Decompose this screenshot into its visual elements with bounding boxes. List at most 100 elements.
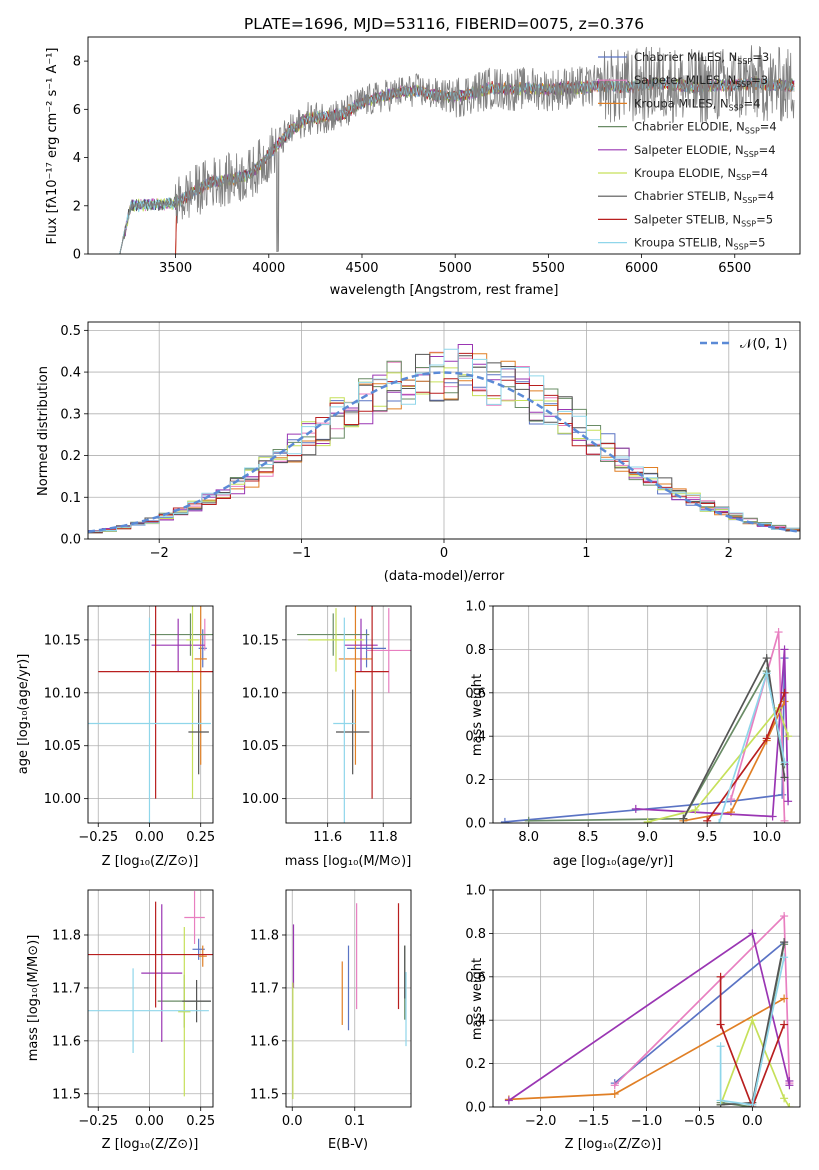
- mass-weight-series-line: [614, 941, 785, 1084]
- hist-steps: [88, 344, 800, 534]
- mass-weight-series-line: [719, 976, 785, 1107]
- x-tick-label: 3500: [159, 261, 192, 276]
- age-vs-mass-panel: 11.6 11.8 10.00 10.05 10.10 10.15 mass [log₁₀…: [242, 605, 412, 869]
- x-tick-label: 0.0: [282, 1114, 303, 1129]
- y-tick-label: 8: [73, 55, 81, 70]
- x-tick-label: 4500: [345, 261, 378, 276]
- legend-entry: Kroupa MILES, NSSP=4: [634, 96, 760, 112]
- gaussian-curve: [88, 371, 800, 533]
- axes-frame: [87, 889, 214, 1108]
- massweight-vs-age-panel: 8.0 8.5 9.0 9.5 10.0 0.0 0.2 0.4 0.6 0.8 1.0 age […: [465, 600, 801, 869]
- axes-frame: [285, 605, 412, 824]
- y-tick-label: 11.6: [52, 1034, 81, 1049]
- x-tick-label: 5500: [532, 261, 565, 276]
- observed-spectrum-line: [119, 45, 795, 254]
- histogram-step-line: [88, 353, 800, 534]
- massweight-vs-age-plot-area: 8.0 8.5 9.0 9.5 10.0 0.0 0.2 0.4 0.6 0.8 1.0: [465, 600, 801, 845]
- legend-entry: Salpeter STELIB, NSSP=5: [634, 212, 773, 228]
- axes-frame: [87, 321, 801, 540]
- axes-frame: [492, 889, 801, 1108]
- y-tick-label: 10.15: [44, 633, 81, 648]
- y-tick-label: 2: [73, 199, 81, 214]
- y-tick-label: 10.15: [242, 633, 279, 648]
- mass-weight-series-line: [504, 658, 786, 823]
- massweight-vs-z-panel: −2.0 −1.5 −1.0 −0.5 0.0 0.0 0.2 0.4 0.6 0.8 1.0 Z …: [465, 884, 801, 1152]
- mass-vs-z-xlabel: Z [log₁₀(Z/Z⊙)]: [102, 1137, 199, 1152]
- mass-vs-z-ylabel: mass [log₁₀(M/M⊙)]: [26, 935, 41, 1062]
- x-tick-label: 11.8: [369, 830, 398, 845]
- x-tick-label: 11.6: [313, 830, 342, 845]
- y-tick-label: 10.10: [242, 686, 279, 701]
- x-tick-label: 0: [440, 546, 448, 561]
- residual-ylabel: Normed distribution: [36, 366, 51, 496]
- errorbar-points: [88, 891, 213, 1097]
- y-tick-label: 0.8: [465, 927, 486, 942]
- spectrum-lines: [119, 45, 795, 254]
- massweight-vs-age-ylabel: mass weight: [470, 674, 485, 756]
- histogram-step-line: [88, 348, 800, 532]
- y-tick-label: 0.0: [465, 1101, 486, 1116]
- residual-legend: 𝒩(0, 1): [700, 337, 787, 352]
- x-tick-label: 10.0: [752, 830, 781, 845]
- spectrum-legend: Chabrier MILES, NSSP=3 Salpeter MILES, NS…: [598, 50, 777, 252]
- mass-weight-series-line: [719, 1017, 791, 1107]
- legend-entry: Kroupa ELODIE, NSSP=4: [634, 166, 768, 182]
- y-tick-label: 10.05: [242, 739, 279, 754]
- y-tick-label: 11.5: [250, 1087, 279, 1102]
- y-tick-label: 0.6: [465, 970, 486, 985]
- y-tick-label: 0.3: [60, 407, 81, 422]
- age-vs-z-xlabel: Z [log₁₀(Z/Z⊙)]: [102, 854, 199, 869]
- y-tick-label: 0.0: [60, 533, 81, 548]
- residual-panel: −2 −1 0 1 2 0.0 0.1 0.2 0.3 0.4 0.5 (data-model)/e…: [36, 321, 801, 584]
- y-tick-label: 10.05: [44, 739, 81, 754]
- y-tick-label: 10.00: [242, 792, 279, 807]
- spectrum-ylabel: Flux [fλ10⁻¹⁷ erg cm⁻² s⁻¹ A⁻¹]: [45, 48, 60, 245]
- x-tick-label: 9.0: [637, 830, 658, 845]
- y-tick-label: 0.4: [60, 366, 81, 381]
- y-tick-label: 6: [73, 103, 81, 118]
- x-tick-label: 8.0: [518, 830, 539, 845]
- age-vs-mass-xlabel: mass [log₁₀(M/M⊙)]: [285, 854, 412, 869]
- y-tick-label: 0.2: [465, 773, 486, 788]
- y-tick-label: 0.8: [465, 643, 486, 658]
- y-tick-label: 0: [73, 248, 81, 263]
- y-tick-label: 4: [73, 151, 81, 166]
- massweight-vs-z-plot-area: −2.0 −1.5 −1.0 −0.5 0.0 0.0 0.2 0.4 0.6 0.8 1.0: [465, 884, 801, 1129]
- mass-vs-ebv-panel: 0.0 0.1 11.5 11.6 11.7 11.8 E(B-V): [250, 889, 412, 1152]
- legend-entry: Salpeter MILES, NSSP=3: [634, 73, 768, 89]
- mass-vs-ebv-plot-area: 0.0 0.1 11.5 11.6 11.7 11.8: [250, 889, 412, 1129]
- errorbar-points: [292, 903, 407, 1100]
- axes-frame: [87, 36, 801, 255]
- mass-weight-series-line: [647, 706, 789, 823]
- x-tick-label: −0.25: [78, 830, 118, 845]
- spectrum-plot-area: 3500 4000 4500 5000 5500 6000 6500 0 2 4 6 8: [73, 36, 801, 276]
- x-tick-label: −0.25: [78, 1114, 118, 1129]
- age-vs-z-plot-area: −0.25 0.00 0.25 10.00 10.05 10.10 10.15: [44, 605, 215, 845]
- spectrum-panel: PLATE=1696, MJD=53116, FIBERID=0075, z=0…: [45, 15, 801, 298]
- y-tick-label: 11.7: [52, 981, 81, 996]
- x-tick-label: −2: [150, 546, 169, 561]
- gauss-legend-label: 𝒩(0, 1): [740, 337, 787, 352]
- massweight-vs-age-xlabel: age [log₁₀(age/yr)]: [553, 854, 674, 869]
- x-tick-label: 0.25: [186, 1114, 215, 1129]
- x-tick-label: −0.5: [684, 1114, 716, 1129]
- x-tick-label: 9.5: [697, 830, 718, 845]
- y-tick-label: 11.7: [250, 981, 279, 996]
- legend-entry: Kroupa STELIB, NSSP=5: [634, 236, 765, 252]
- residual-xlabel: (data-model)/error: [384, 569, 505, 584]
- y-tick-label: 11.8: [250, 928, 279, 943]
- x-tick-label: 6500: [718, 261, 751, 276]
- x-tick-label: 8.5: [578, 830, 599, 845]
- y-tick-label: 10.10: [44, 686, 81, 701]
- x-tick-label: −2.0: [525, 1114, 557, 1129]
- mass-vs-z-plot-area: −0.25 0.00 0.25 11.5 11.6 11.7 11.8: [52, 889, 215, 1129]
- y-tick-label: 1.0: [465, 600, 486, 615]
- x-tick-label: 2: [725, 546, 733, 561]
- mass-weight-series-line: [719, 957, 785, 1106]
- mass-vs-z-panel: −0.25 0.00 0.25 11.5 11.6 11.7 11.8 Z [log₁₀(Z…: [26, 889, 215, 1152]
- x-tick-label: 0.00: [135, 1114, 164, 1129]
- age-vs-z-ylabel: age [log₁₀(age/yr)]: [16, 654, 31, 775]
- y-tick-label: 11.8: [52, 928, 81, 943]
- y-tick-label: 0.4: [465, 730, 486, 745]
